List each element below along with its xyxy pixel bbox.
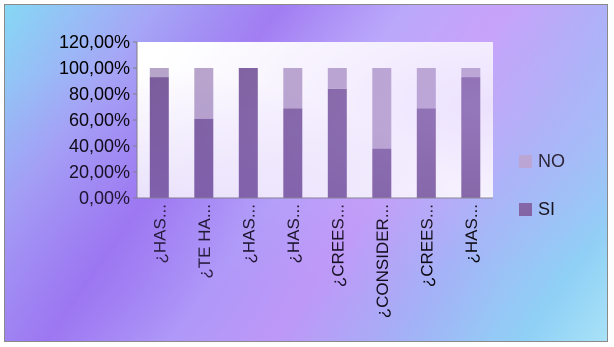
bar-no-5 bbox=[372, 68, 392, 149]
bar-si-5 bbox=[372, 148, 392, 198]
category-label-6: ¿CREES... bbox=[417, 204, 436, 287]
category-label-3: ¿HAS... bbox=[284, 204, 303, 264]
bar-si-4 bbox=[327, 88, 347, 198]
y-tick-label-3: 60,00% bbox=[69, 110, 130, 130]
chart-area: 0,00% 20,00% 40,00% 60,00% 80,00% 100,00% 120,… bbox=[4, 4, 608, 342]
category-label-0: ¿HAS... bbox=[150, 204, 169, 264]
bar-si-2 bbox=[238, 68, 258, 198]
bar-no-4 bbox=[327, 68, 347, 89]
bar-si-6 bbox=[416, 108, 436, 198]
bar-no-0 bbox=[149, 68, 169, 78]
legend-swatch-no bbox=[519, 155, 532, 168]
y-tick-label-0: 0,00% bbox=[79, 188, 130, 208]
bar-si-1 bbox=[194, 118, 214, 198]
bar-no-7 bbox=[461, 68, 481, 78]
category-label-7: ¿HAS... bbox=[462, 204, 481, 264]
y-tick-label-5: 100,00% bbox=[59, 58, 130, 78]
category-label-5: ¿CONSIDER... bbox=[373, 204, 392, 318]
bar-si-0 bbox=[149, 77, 169, 198]
bar-si-3 bbox=[283, 108, 303, 198]
y-tick-label-1: 20,00% bbox=[69, 162, 130, 182]
y-tick-label-2: 40,00% bbox=[69, 136, 130, 156]
bar-no-6 bbox=[416, 68, 436, 109]
category-label-2: ¿HAS... bbox=[239, 204, 258, 264]
category-label-4: ¿CREES... bbox=[328, 204, 347, 287]
y-tick-label-4: 80,00% bbox=[69, 84, 130, 104]
bar-no-1 bbox=[194, 68, 214, 119]
legend-label-no: NO bbox=[538, 151, 565, 171]
bar-si-7 bbox=[461, 77, 481, 198]
legend-swatch-si bbox=[519, 203, 532, 216]
category-label-1: ¿TE HA... bbox=[195, 204, 214, 279]
bar-no-3 bbox=[283, 68, 303, 109]
y-tick-label-6: 120,00% bbox=[59, 32, 130, 52]
legend-label-si: SI bbox=[538, 199, 555, 219]
plot-background bbox=[137, 42, 493, 198]
stacked-bar-chart: 0,00% 20,00% 40,00% 60,00% 80,00% 100,00% 120,… bbox=[59, 32, 565, 318]
